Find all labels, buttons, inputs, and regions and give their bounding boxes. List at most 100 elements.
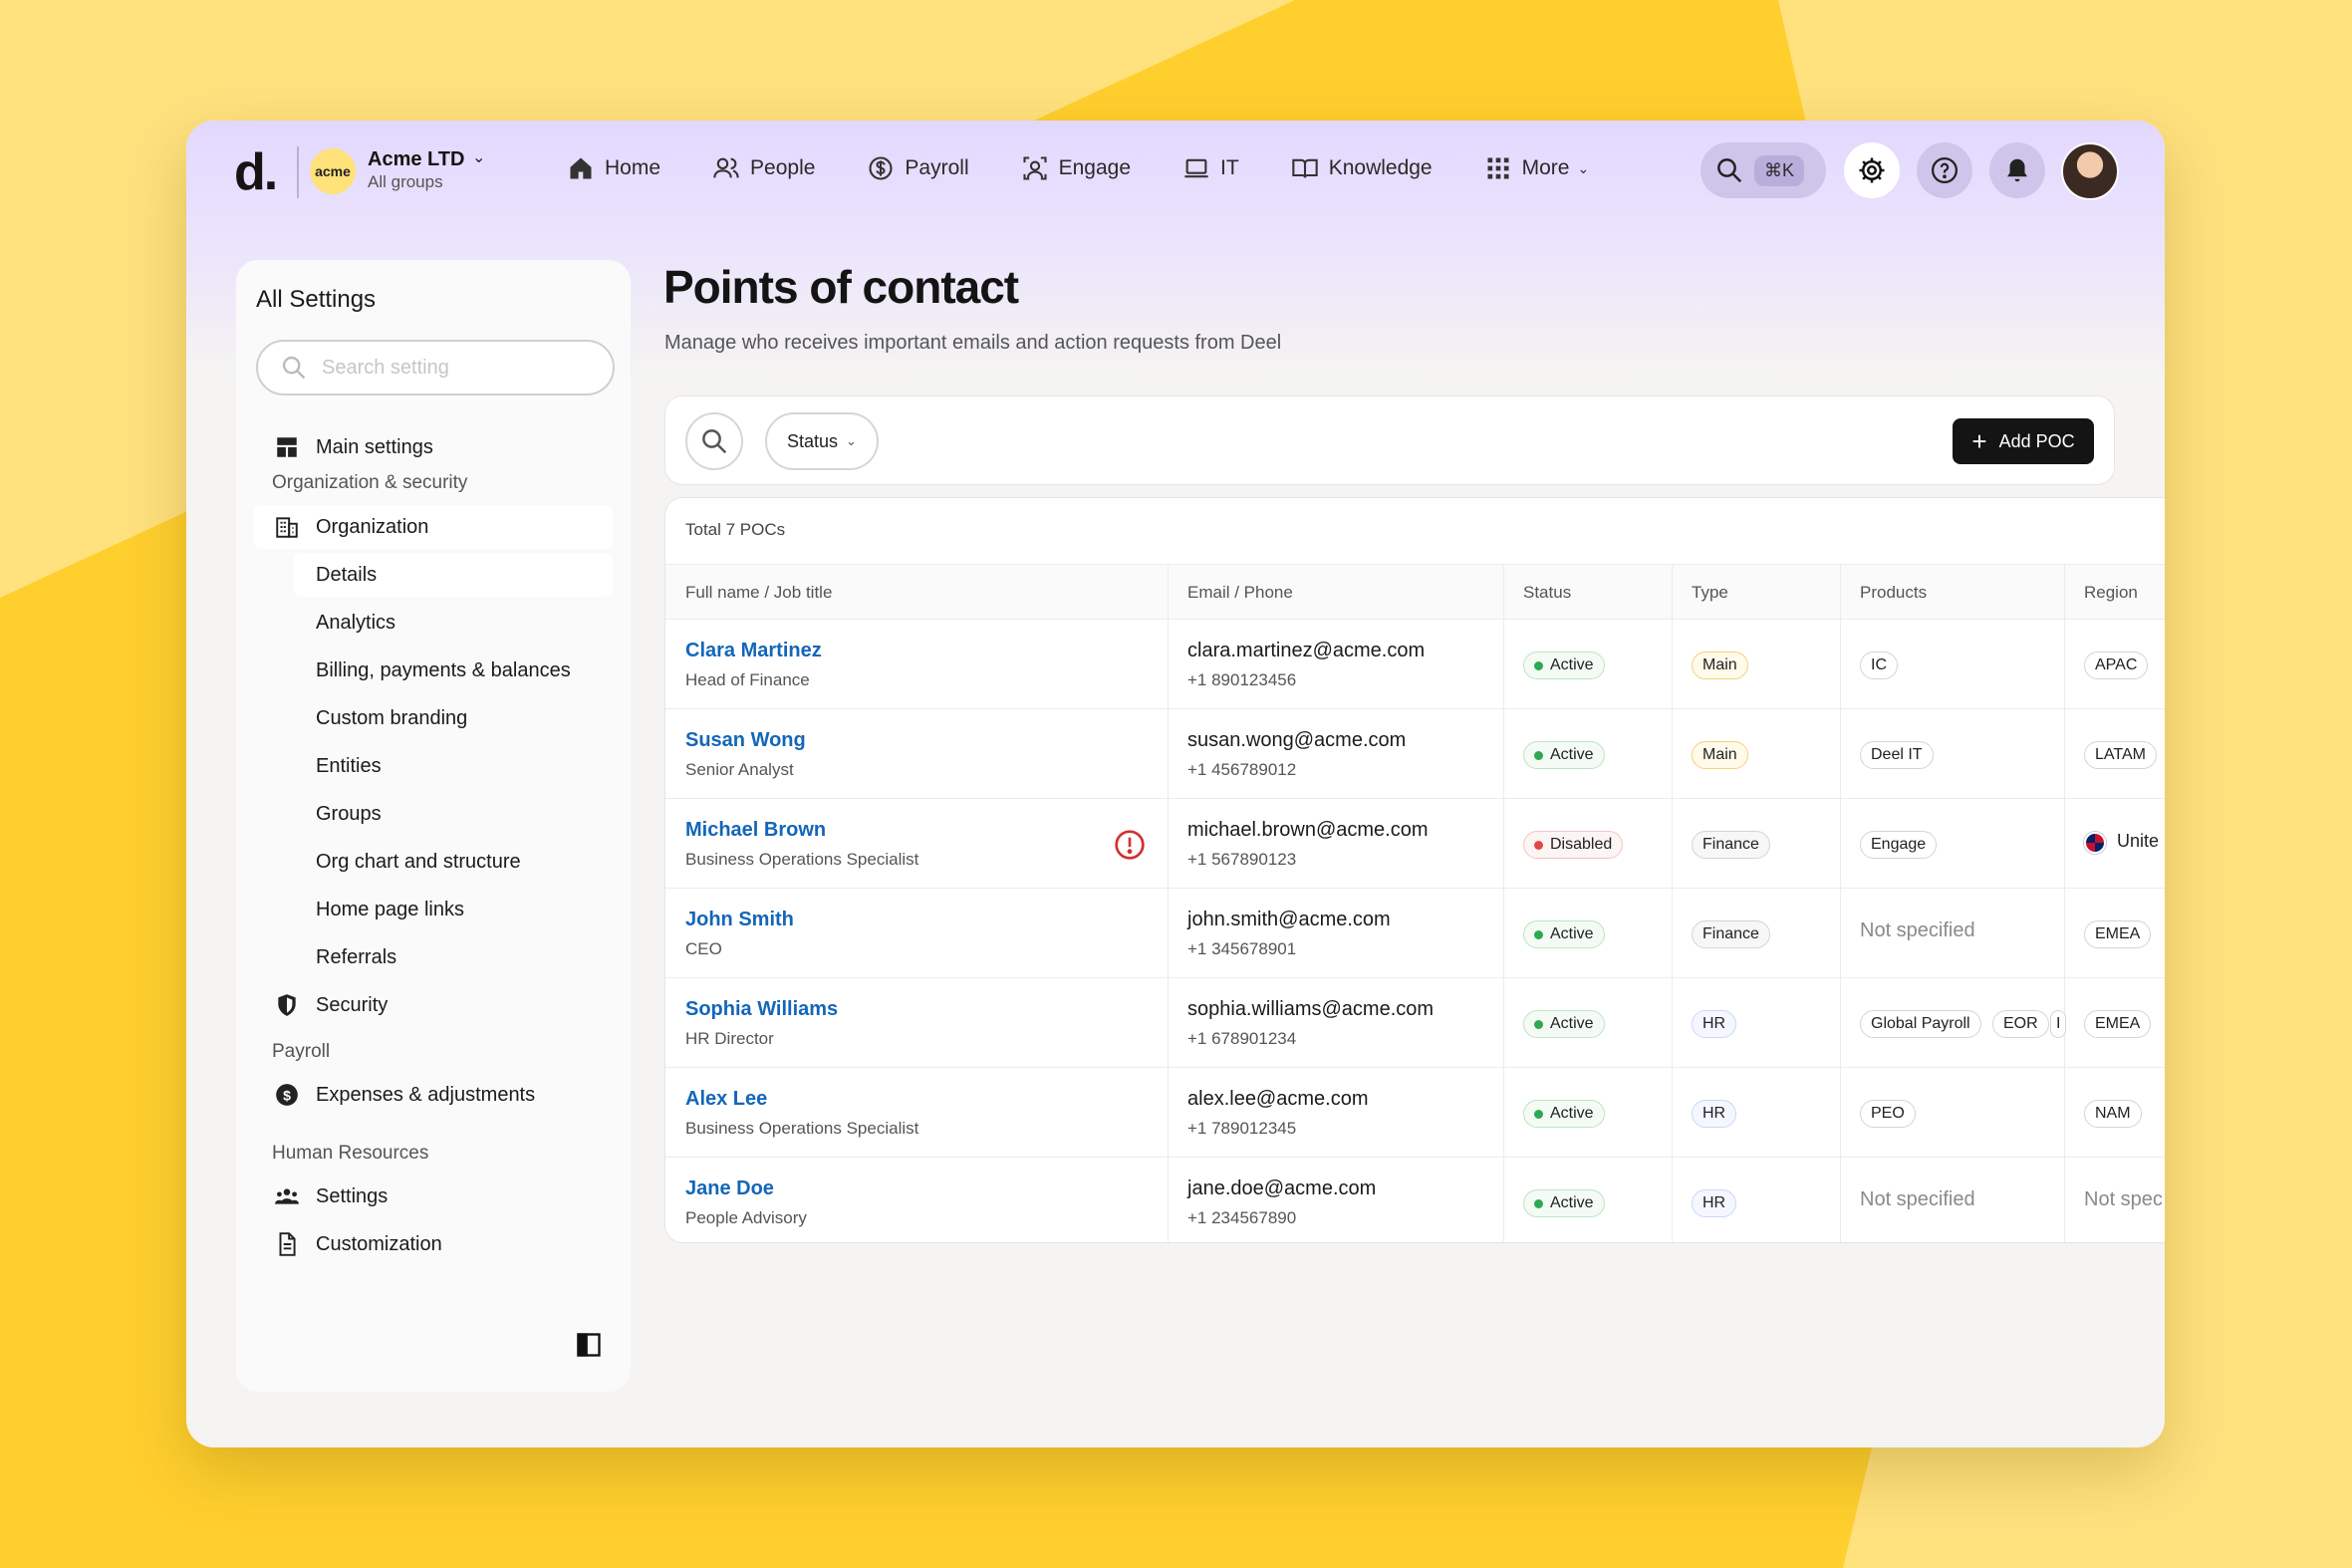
nav-home[interactable]: Home [567, 154, 660, 182]
sidebar-item-label: Settings [316, 1184, 389, 1207]
table-row[interactable]: Sophia Williams HR Director sophia.willi… [665, 978, 2165, 1068]
status-filter[interactable]: Status ⌄ [765, 412, 879, 470]
table-row[interactable]: Michael Brown Business Operations Specia… [665, 799, 2165, 889]
sidebar-collapse-icon[interactable] [575, 1331, 603, 1359]
sidebar-item-groups[interactable]: Groups [316, 802, 382, 825]
company-switcher[interactable]: Acme LTD [368, 148, 465, 170]
sidebar-item-org-chart[interactable]: Org chart and structure [316, 850, 521, 873]
status-text: Active [1550, 1194, 1594, 1211]
sidebar-item-analytics[interactable]: Analytics [316, 611, 396, 634]
status-text: Active [1550, 656, 1594, 673]
col-header-region[interactable]: Region [2084, 583, 2138, 602]
col-header-products[interactable]: Products [1860, 583, 1928, 602]
column-divider [1840, 564, 1841, 1242]
poc-email: susan.wong@acme.com [1187, 729, 1407, 751]
section-hr: Human Resources [272, 1143, 429, 1164]
nav-engage[interactable]: Engage [1021, 154, 1131, 182]
dollar-circle-icon: $ [276, 1084, 298, 1106]
table-row[interactable]: Clara Martinez Head of Finance clara.mar… [665, 620, 2165, 709]
nav-it[interactable]: IT [1182, 154, 1239, 182]
nav-label: IT [1220, 156, 1239, 179]
svg-text:$: $ [283, 1087, 291, 1103]
grid-icon [1487, 157, 1509, 179]
poc-table: Total 7 POCs Full name / Job title Email… [664, 497, 2165, 1243]
poc-name-link[interactable]: Susan Wong [685, 729, 806, 751]
global-search-button[interactable]: ⌘K [1700, 142, 1826, 198]
sidebar-item-organization[interactable]: Organization [254, 505, 613, 549]
user-avatar[interactable] [2061, 142, 2119, 200]
laptop-icon [1184, 158, 1208, 178]
poc-email: michael.brown@acme.com [1187, 819, 1429, 841]
sidebar-search[interactable] [256, 340, 615, 395]
column-divider [2064, 564, 2065, 1242]
sidebar-item-referrals[interactable]: Referrals [316, 945, 397, 968]
table-search-button[interactable] [685, 412, 743, 470]
search-shortcut: ⌘K [1754, 154, 1805, 186]
page-subtitle: Manage who receives important emails and… [664, 332, 1282, 354]
sidebar-item-details[interactable]: Details [294, 553, 613, 597]
poc-email: jane.doe@acme.com [1187, 1177, 1377, 1199]
chevron-down-icon[interactable]: ⌄ [472, 149, 486, 166]
poc-name-link[interactable]: Jane Doe [685, 1177, 774, 1199]
poc-job-title: Business Operations Specialist [685, 850, 919, 869]
type-badge: HR [1692, 1010, 1737, 1038]
nav-knowledge[interactable]: Knowledge [1291, 154, 1433, 182]
col-header-name[interactable]: Full name / Job title [685, 583, 833, 602]
chevron-down-icon: ⌄ [1577, 159, 1590, 176]
status-dot [1534, 1109, 1543, 1119]
sidebar-item-hr-settings[interactable]: Settings [254, 1175, 613, 1218]
section-payroll: Payroll [272, 1041, 331, 1062]
poc-name-link[interactable]: Alex Lee [685, 1088, 768, 1110]
poc-job-title: CEO [685, 939, 722, 958]
status-badge: Active [1523, 741, 1605, 769]
table-row[interactable]: Jane Doe People Advisory jane.doe@acme.c… [665, 1158, 2165, 1242]
sidebar-item-customization[interactable]: Customization [254, 1222, 613, 1266]
type-badge: HR [1692, 1100, 1737, 1128]
layout-icon [277, 437, 297, 457]
nav-payroll[interactable]: Payroll [867, 154, 969, 182]
nav-people[interactable]: People [712, 154, 815, 182]
home-icon [570, 157, 592, 179]
help-button[interactable] [1917, 142, 1972, 198]
region-badge: LATAM [2084, 741, 2157, 769]
table-header: Full name / Job title Email / Phone Stat… [665, 564, 2165, 620]
sidebar-item-main-settings[interactable]: Main settings [254, 425, 613, 469]
sidebar-title: All Settings [256, 286, 377, 313]
company-badge[interactable]: acme [310, 148, 356, 194]
search-setting-input[interactable] [322, 356, 581, 380]
settings-sidebar: All Settings Main settings Organization … [236, 260, 631, 1392]
table-toolbar: Status ⌄ + Add POC [664, 395, 2115, 485]
sidebar-item-expenses[interactable]: $ Expenses & adjustments [254, 1073, 613, 1117]
col-header-status[interactable]: Status [1523, 583, 1572, 602]
region-not-specified: Not spec [2084, 1188, 2163, 1210]
table-row[interactable]: John Smith CEO john.smith@acme.com +1 34… [665, 889, 2165, 978]
sidebar-item-security[interactable]: Security [254, 983, 613, 1027]
table-row[interactable]: Susan Wong Senior Analyst susan.wong@acm… [665, 709, 2165, 799]
poc-name-link[interactable]: John Smith [685, 909, 794, 930]
sidebar-item-custom-branding[interactable]: Custom branding [316, 706, 468, 729]
alert-icon[interactable] [1114, 829, 1146, 861]
table-row[interactable]: Alex Lee Business Operations Specialist … [665, 1068, 2165, 1158]
poc-name-link[interactable]: Sophia Williams [685, 998, 839, 1020]
nav-label: Knowledge [1328, 156, 1433, 179]
nav-more[interactable]: More ⌄ [1484, 154, 1590, 182]
poc-phone: +1 890123456 [1187, 670, 1297, 689]
sidebar-item-billing[interactable]: Billing, payments & balances [316, 658, 571, 681]
add-poc-button[interactable]: + Add POC [1953, 418, 2094, 464]
col-header-type[interactable]: Type [1692, 583, 1728, 602]
sidebar-item-entities[interactable]: Entities [316, 754, 382, 777]
poc-name-link[interactable]: Clara Martinez [685, 640, 822, 661]
uk-flag-icon [2084, 832, 2106, 854]
product-badge: PEO [1860, 1100, 1916, 1128]
region-text: Unite [2117, 831, 2160, 851]
search-icon [1717, 158, 1742, 183]
col-header-email[interactable]: Email / Phone [1187, 583, 1293, 602]
deel-logo[interactable]: d. [234, 143, 278, 201]
status-filter-label: Status [787, 430, 839, 451]
dollar-icon [869, 156, 893, 180]
sidebar-item-home-page-links[interactable]: Home page links [316, 898, 464, 920]
poc-name-link[interactable]: Michael Brown [685, 819, 827, 841]
status-badge: Disabled [1523, 831, 1624, 859]
notifications-button[interactable] [1989, 142, 2045, 198]
settings-button[interactable] [1844, 142, 1900, 198]
